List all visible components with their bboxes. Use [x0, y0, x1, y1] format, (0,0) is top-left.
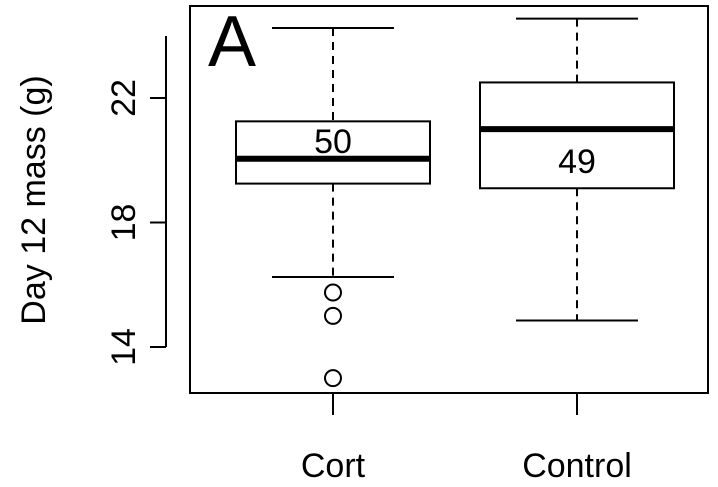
interquartile-box [235, 120, 431, 185]
box-control: 49 [479, 17, 675, 322]
y-tick-label: 18 [105, 204, 143, 242]
panel-label: A [208, 2, 256, 82]
y-axis-ticks: 14 18 22 [105, 79, 166, 366]
box-cort: 50 [235, 26, 431, 388]
x-tick-label: Control [522, 447, 632, 485]
y-tick-label: 14 [105, 328, 143, 366]
box-count-label: 49 [558, 143, 596, 181]
x-tick-label: Cort [301, 447, 366, 485]
x-axis-ticks: Cort Control [301, 393, 632, 485]
outlier-point [324, 369, 342, 388]
outlier-point [324, 283, 342, 302]
y-axis-label: Day 12 mass (g) [15, 75, 53, 324]
interquartile-box [479, 81, 675, 190]
box-count-label: 50 [314, 123, 352, 161]
plot-area [189, 5, 709, 394]
outlier-point [324, 306, 342, 325]
y-tick-label: 22 [105, 79, 143, 117]
box-series: 50 49 [235, 17, 675, 388]
